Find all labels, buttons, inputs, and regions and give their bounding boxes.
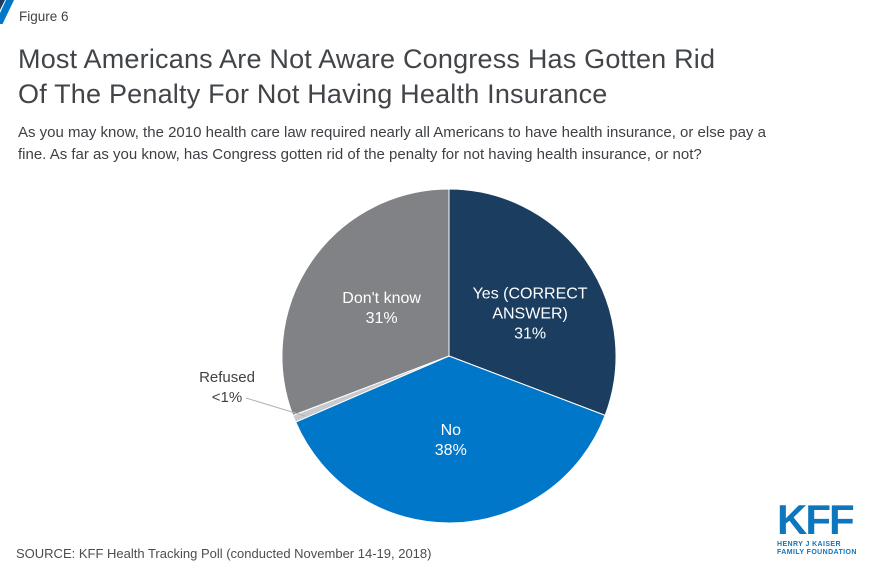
kff-logo-tagline: HENRY J KAISER FAMILY FOUNDATION xyxy=(777,541,857,556)
source-text: SOURCE: KFF Health Tracking Poll (conduc… xyxy=(16,546,432,561)
chart-question-line-2: fine. As far as you know, has Congress g… xyxy=(18,146,702,163)
page-title: Most Americans Are Not Aware Congress Ha… xyxy=(18,42,868,112)
corner-flag-icon xyxy=(0,0,14,24)
pie-slice-label-yes-correct-answer: Yes (CORRECT ANSWER) 31% xyxy=(473,286,588,343)
pie-slice-no xyxy=(295,355,606,524)
kff-logo-text: KFF xyxy=(777,496,855,543)
pie-slice-yes-correct-answer xyxy=(448,188,617,416)
chart-question-line-1: As you may know, the 2010 health care la… xyxy=(18,124,766,141)
kff-logo: KFF HENRY J KAISER FAMILY FOUNDATION xyxy=(777,496,877,556)
pie-slice-label-refused: Refused <1% xyxy=(199,369,255,406)
refused-leader-line xyxy=(245,397,306,417)
pie-slice-label-no: No 38% xyxy=(435,422,467,459)
page-title-line-1: Most Americans Are Not Aware Congress Ha… xyxy=(18,44,716,74)
pie-slice-label-don-t-know: Don't know 31% xyxy=(342,290,421,327)
pie-slice-don-t-know xyxy=(281,188,450,416)
page-title-line-2: Of The Penalty For Not Having Health Ins… xyxy=(18,79,608,109)
chart-question-text: As you may know, the 2010 health care la… xyxy=(18,122,878,166)
figure-label: Figure 6 xyxy=(19,9,69,24)
